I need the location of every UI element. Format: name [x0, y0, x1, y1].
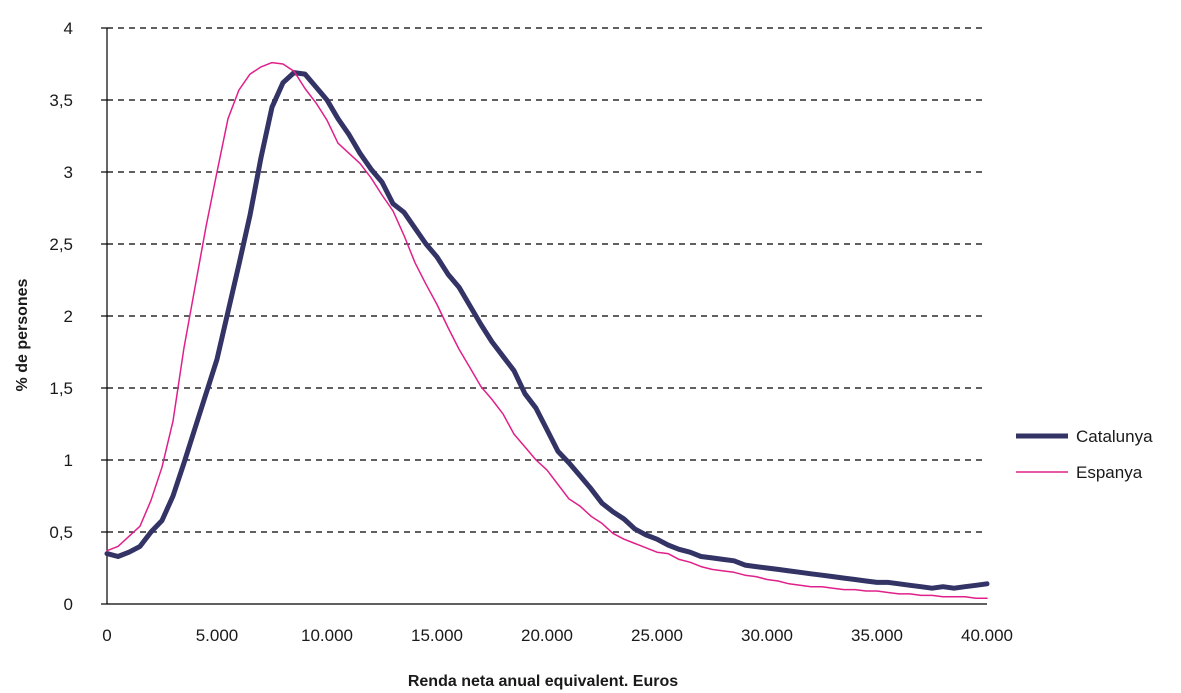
x-tick-label: 30.000 [741, 626, 793, 645]
y-tick-label: 4 [64, 19, 73, 38]
x-tick-labels: 0 5.000 10.000 15.000 20.000 25.000 30.000 35.0… [102, 626, 1013, 645]
y-tick-label: 3 [64, 163, 73, 182]
x-tick-label: 15.000 [411, 626, 463, 645]
series-line-espanya [106, 61, 988, 599]
legend-label-espanya: Espanya [1076, 463, 1143, 482]
y-tick-label: 0,5 [49, 523, 73, 542]
y-tick-label: 1,5 [49, 379, 73, 398]
grid-lines [107, 27, 987, 533]
x-tick-label: 0 [102, 626, 111, 645]
x-tick-label: 25.000 [631, 626, 683, 645]
y-tick-label: 1 [64, 451, 73, 470]
x-tick-label: 20.000 [521, 626, 573, 645]
x-tick-label: 10.000 [301, 626, 353, 645]
legend: Catalunya Espanya [1016, 427, 1153, 482]
y-tick-labels: 0 0,5 1 1,5 2 2,5 3 3,5 4 [49, 19, 73, 614]
x-tick-label: 5.000 [196, 626, 239, 645]
y-axis-title: % de persones [14, 278, 31, 391]
series-lines [104, 61, 990, 599]
legend-label-catalunya: Catalunya [1076, 427, 1153, 446]
axes [101, 27, 987, 605]
series-line-catalunya [104, 70, 990, 591]
x-axis-title: Renda neta anual equivalent. Euros [408, 673, 678, 690]
x-tick-label: 35.000 [851, 626, 903, 645]
y-tick-label: 3,5 [49, 91, 73, 110]
y-tick-label: 2 [64, 307, 73, 326]
x-tick-label: 40.000 [961, 626, 1013, 645]
y-tick-label: 0 [64, 595, 73, 614]
y-tick-label: 2,5 [49, 235, 73, 254]
